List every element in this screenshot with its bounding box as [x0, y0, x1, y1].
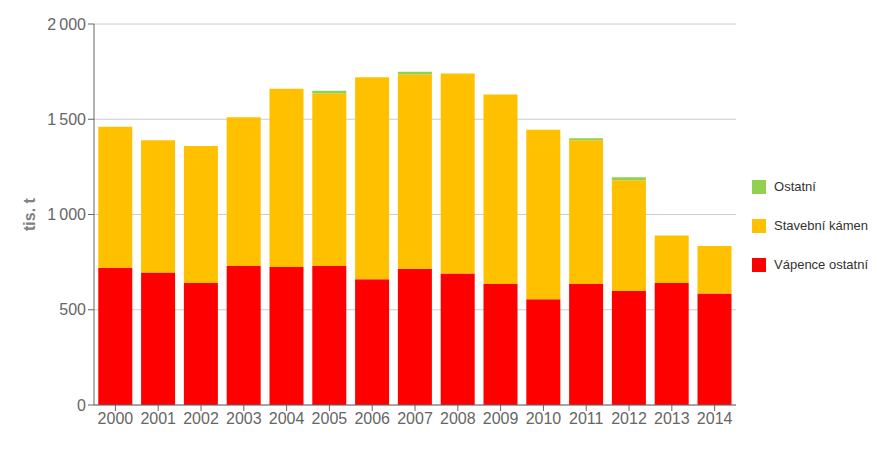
svg-text:2008: 2008: [440, 410, 476, 427]
svg-text:2010: 2010: [526, 410, 562, 427]
svg-text:2003: 2003: [226, 410, 262, 427]
html-text:Stavební kámen: Stavební kámen: [774, 218, 868, 233]
svg-text:2007: 2007: [397, 410, 433, 427]
svg-text:2014: 2014: [697, 410, 733, 427]
svg-text:2005: 2005: [312, 410, 348, 427]
svg-text:0: 0: [77, 397, 86, 414]
svg-text:2 000: 2 000: [47, 16, 86, 33]
svg-text:2001: 2001: [140, 410, 176, 427]
html-text:Ostatní: Ostatní: [774, 179, 816, 194]
svg-text:2012: 2012: [611, 410, 647, 427]
svg-text:1 000: 1 000: [47, 206, 86, 223]
svg-text:2002: 2002: [183, 410, 219, 427]
svg-text:2009: 2009: [483, 410, 519, 427]
svg-text:2004: 2004: [269, 410, 305, 427]
svg-text:2013: 2013: [654, 410, 690, 427]
svg-text:500: 500: [59, 301, 86, 318]
html-text:Vápence ostatní: Vápence ostatní: [774, 257, 868, 272]
svg-text:2000: 2000: [98, 410, 134, 427]
svg-text:1 500: 1 500: [47, 111, 86, 128]
svg-text:tis. t: tis. t: [21, 197, 38, 231]
svg-text:2006: 2006: [354, 410, 390, 427]
svg-text:2011: 2011: [569, 410, 604, 427]
